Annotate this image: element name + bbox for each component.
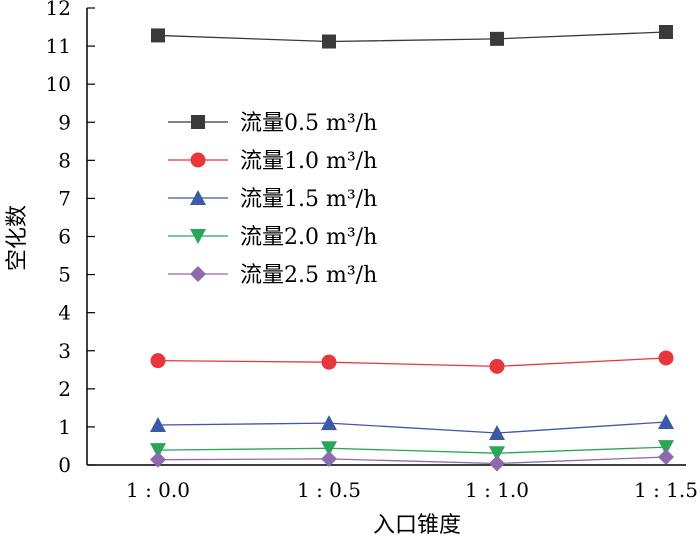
series-line [157, 456, 667, 465]
y-tick-label: 4 [58, 301, 71, 325]
data-point [658, 449, 674, 466]
x-axis-title: 入口锥度 [373, 513, 461, 538]
legend-label: 流量1.0 m³/h [240, 149, 377, 174]
series-3 [150, 413, 674, 441]
legend-marker [191, 115, 205, 129]
data-point [150, 443, 166, 459]
y-tick-label: 7 [58, 186, 71, 210]
data-point [658, 413, 674, 429]
series-1 [151, 24, 673, 49]
data-point [489, 446, 505, 462]
series-2 [150, 350, 674, 374]
legend-label: 流量1.5 m³/h [240, 187, 377, 212]
legend-entry: 流量1.5 m³/h [168, 187, 377, 212]
series-line [157, 357, 667, 368]
data-point [150, 417, 166, 433]
legend: 流量0.5 m³/h 流量1.0 m³/h 流量1.5 m³/h 流量2.0 m³/h… [168, 111, 377, 288]
data-point [150, 451, 166, 468]
y-tick-label: 6 [58, 225, 71, 249]
series-5 [150, 449, 674, 472]
data-point [490, 31, 504, 46]
data-point [322, 34, 336, 49]
legend-label: 流量2.0 m³/h [240, 225, 377, 250]
x-tick-label: 1 : 1.0 [465, 478, 529, 502]
y-tick-label: 11 [46, 34, 71, 58]
series-layer [150, 24, 674, 472]
data-point [150, 353, 166, 369]
y-tick-label: 9 [58, 110, 71, 134]
data-point [658, 440, 674, 456]
y-axis-title: 空化数 [5, 205, 30, 271]
y-tick-label: 8 [58, 148, 71, 172]
legend-entry: 流量0.5 m³/h [168, 111, 377, 136]
series-line [157, 31, 667, 43]
data-point [321, 441, 337, 457]
series-4 [150, 440, 674, 462]
legend-marker [190, 266, 206, 282]
y-tick-label: 1 [58, 415, 71, 439]
data-point [658, 350, 674, 366]
data-point [489, 455, 505, 472]
x-axis-ticks: 1 : 0.0 1 : 0.5 1 : 1.0 1 : 1.5 [126, 457, 698, 502]
legend-marker [190, 229, 206, 244]
data-point [489, 425, 505, 441]
data-point [321, 354, 337, 370]
y-tick-label: 12 [46, 0, 71, 20]
series-line [157, 446, 667, 454]
data-point [659, 24, 673, 39]
legend-marker [190, 152, 206, 168]
x-tick-label: 1 : 0.5 [297, 478, 361, 502]
y-tick-label: 3 [58, 339, 71, 363]
legend-entry: 流量1.0 m³/h [168, 149, 377, 174]
y-tick-label: 0 [58, 453, 71, 477]
data-point [321, 450, 337, 467]
x-tick-label: 1 : 1.5 [634, 478, 698, 502]
y-tick-label: 2 [58, 377, 71, 401]
data-point [321, 415, 337, 431]
x-tick-label: 1 : 0.0 [126, 478, 190, 502]
legend-marker [190, 190, 206, 205]
legend-label: 流量2.5 m³/h [240, 263, 377, 288]
legend-label: 流量0.5 m³/h [240, 111, 377, 136]
data-point [489, 358, 505, 374]
legend-entry: 流量2.5 m³/h [168, 263, 377, 288]
data-point [151, 28, 165, 43]
legend-entry: 流量2.0 m³/h [168, 225, 377, 250]
y-tick-label: 10 [46, 72, 71, 96]
series-line [157, 421, 667, 434]
y-tick-label: 5 [58, 263, 71, 287]
